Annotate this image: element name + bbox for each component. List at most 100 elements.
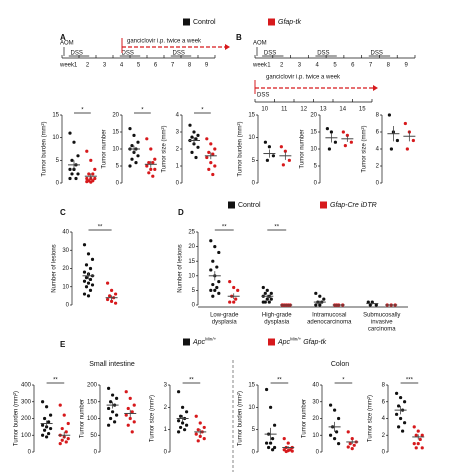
week-number: 14 — [339, 107, 346, 113]
data-point — [45, 405, 49, 409]
y-axis-label: Tumor burden (mm²) — [238, 121, 244, 176]
data-point — [232, 300, 236, 304]
data-point — [209, 268, 213, 272]
data-point — [418, 437, 422, 442]
legend-text: Gfap-tk — [303, 339, 326, 346]
data-point — [314, 291, 318, 295]
data-point — [403, 421, 407, 425]
data-point — [66, 437, 70, 441]
heading: Colon — [331, 361, 349, 368]
data-point — [205, 155, 209, 160]
data-point — [196, 145, 200, 149]
x-tick-label: Submucosally — [363, 313, 400, 319]
data-point — [85, 176, 89, 181]
data-point — [395, 138, 399, 143]
legend-swatch — [183, 338, 190, 346]
y-tick-label: 0 — [314, 181, 318, 187]
data-point — [346, 430, 350, 434]
data-point — [90, 257, 95, 261]
data-point — [217, 280, 221, 284]
data-point — [267, 445, 271, 450]
data-point — [130, 410, 134, 414]
data-point — [273, 423, 277, 427]
sig-label: ** — [222, 225, 227, 231]
data-point — [58, 442, 62, 446]
data-point — [325, 127, 329, 131]
data-point — [333, 437, 337, 441]
data-point — [412, 442, 416, 446]
y-tick-label: 0 — [56, 181, 60, 187]
data-point — [110, 299, 114, 303]
sig-label: * — [141, 108, 144, 114]
legend-label: Control — [238, 202, 261, 209]
data-point — [91, 172, 95, 176]
y-tick-label: 400 — [21, 383, 32, 389]
data-point — [282, 437, 286, 441]
data-point — [58, 403, 62, 407]
y-tick-label: 20 — [62, 266, 69, 272]
y-tick-label: 3 — [176, 130, 180, 136]
data-point — [329, 433, 333, 437]
data-point — [124, 390, 128, 394]
data-point — [177, 390, 181, 394]
y-axis-label: Tumor size (mm²) — [150, 395, 156, 442]
data-point — [136, 140, 140, 144]
x-tick-label: carcinoma — [368, 327, 396, 333]
data-point — [130, 430, 134, 434]
data-point — [68, 176, 72, 181]
data-point — [335, 430, 339, 434]
data-point — [76, 172, 80, 176]
data-point — [88, 266, 93, 271]
drug-label: ganciclovir i.p. twice a week — [266, 75, 341, 81]
data-point — [86, 281, 91, 285]
y-tick-label: 10 — [52, 135, 59, 141]
data-point — [70, 172, 74, 176]
data-point — [399, 416, 403, 421]
data-point — [110, 288, 114, 292]
legend-label: Gfap-Cre iDTR — [330, 202, 377, 209]
y-tick-label: 200 — [21, 416, 32, 422]
y-tick-label: 15 — [310, 130, 317, 136]
week-number: 3 — [103, 63, 107, 69]
data-point — [397, 404, 401, 408]
data-point — [86, 252, 91, 256]
y-tick-label: 20 — [112, 113, 119, 119]
data-point — [194, 414, 198, 418]
data-point — [265, 158, 269, 162]
data-point — [209, 288, 213, 292]
y-tick-label: 15 — [188, 259, 195, 265]
sig-label: ** — [98, 225, 103, 231]
week-number: 1 — [267, 63, 271, 69]
sig-label: *** — [406, 378, 414, 384]
data-point — [329, 130, 333, 134]
data-point — [368, 303, 372, 307]
data-point — [41, 423, 45, 427]
data-point — [207, 150, 211, 154]
y-tick-label: 0 — [28, 450, 32, 456]
data-point — [106, 281, 110, 285]
data-point — [271, 154, 275, 158]
week-number: 4 — [120, 63, 124, 69]
data-point — [414, 433, 418, 437]
data-point — [128, 416, 132, 421]
data-point — [130, 157, 134, 161]
data-point — [82, 292, 87, 296]
y-axis-label: Tumor number — [302, 399, 308, 438]
data-point — [287, 158, 291, 162]
data-point — [284, 449, 288, 454]
y-tick-label: 150 — [87, 399, 98, 405]
legend-swatch — [320, 201, 327, 209]
sig-label: ** — [53, 378, 58, 384]
y-tick-label: 0 — [382, 450, 386, 456]
sig-label: ** — [277, 378, 282, 384]
dss-label: DSS — [122, 51, 134, 57]
y-tick-label: 0 — [116, 181, 120, 187]
week-number: 7 — [171, 63, 175, 69]
data-point — [181, 405, 185, 409]
y-tick-label: 20 — [312, 416, 319, 422]
y-tick-label: 30 — [312, 399, 319, 405]
data-point — [93, 167, 97, 171]
dss-label: DSS — [371, 51, 383, 57]
legend-text: Gfap-Cre iDTR — [330, 202, 377, 209]
